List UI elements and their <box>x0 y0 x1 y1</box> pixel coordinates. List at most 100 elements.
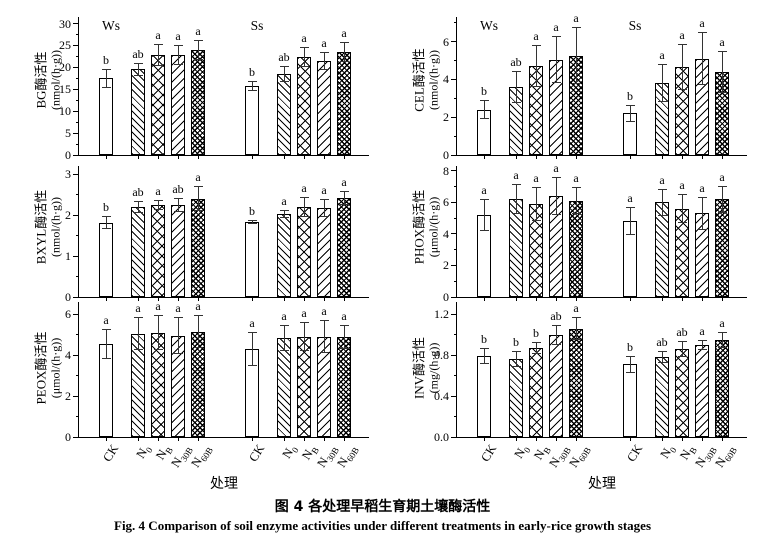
y-minor-tick <box>454 334 457 336</box>
y-minor-tick <box>76 375 79 377</box>
error-cap-bottom <box>531 353 541 355</box>
error-cap-bottom <box>551 343 561 345</box>
x-axis-title: 处理 <box>210 476 238 492</box>
y-major-tick <box>73 354 79 356</box>
error-cap-top <box>677 44 687 46</box>
error-cap-bottom <box>339 60 349 62</box>
error-cap-top <box>153 199 163 201</box>
chart-peox: PEOX酶活性 (μmol/(h·g)) 处理 0 2 4 6 a CK a N0 a NB a N30… <box>20 298 398 492</box>
bar-n0 <box>655 357 669 437</box>
error-cap-top <box>531 186 541 188</box>
x-tick <box>535 297 537 301</box>
error-bar <box>251 220 253 224</box>
error-cap-bottom <box>571 213 581 215</box>
significance-letter: b <box>513 335 519 350</box>
significance-letter: a <box>281 308 287 323</box>
error-bar <box>283 324 285 352</box>
significance-letter: a <box>195 170 201 185</box>
error-cap-top <box>339 190 349 192</box>
significance-letter: a <box>553 19 559 34</box>
significance-letter: a <box>719 169 725 184</box>
bar-ck <box>245 222 259 297</box>
y-minor-tick <box>76 55 79 57</box>
bar-nb <box>675 349 689 437</box>
error-bar <box>251 331 253 367</box>
error-bar <box>629 356 631 373</box>
error-bar <box>629 207 631 236</box>
error-bar <box>575 187 577 215</box>
error-cap-bottom <box>193 347 203 349</box>
x-tick <box>105 437 107 441</box>
significance-letter: a <box>301 306 307 321</box>
significance-letter: a <box>627 191 633 206</box>
significance-letter: ab <box>172 181 184 196</box>
error-cap-bottom <box>657 362 667 364</box>
y-major-tick <box>451 154 457 156</box>
y-tick-label: 2 <box>65 208 71 223</box>
y-major-tick <box>451 395 457 397</box>
error-bar <box>483 199 485 231</box>
bar-n30b <box>171 204 185 297</box>
y-major-tick <box>451 233 457 235</box>
significance-letter: a <box>195 299 201 314</box>
error-cap-top <box>551 324 561 326</box>
y-tick-label: 25 <box>59 38 71 53</box>
error-cap-top <box>101 328 111 330</box>
error-cap-bottom <box>247 365 257 367</box>
error-cap-top <box>173 45 183 47</box>
significance-letter: b <box>249 64 255 79</box>
error-cap-bottom <box>101 358 111 360</box>
x-tick <box>575 437 577 441</box>
bar-nb <box>297 336 311 437</box>
x-tick <box>629 297 631 301</box>
error-cap-top <box>511 70 521 72</box>
x-tick <box>701 297 703 301</box>
x-tick <box>483 297 485 301</box>
y-major-tick <box>73 110 79 112</box>
error-cap-bottom <box>571 338 581 340</box>
x-tick <box>575 155 577 159</box>
error-bar <box>515 184 517 215</box>
y-major-tick <box>73 214 79 216</box>
error-bar <box>575 317 577 340</box>
y-major-tick <box>451 170 457 172</box>
x-tick-label: N0 <box>511 445 533 461</box>
error-cap-bottom <box>279 350 289 352</box>
error-bar <box>283 66 285 82</box>
error-bar <box>343 42 345 62</box>
x-tick <box>515 437 517 441</box>
error-cap-top <box>279 324 289 326</box>
significance-letter: a <box>175 301 181 316</box>
error-bar <box>197 39 199 60</box>
error-cap-top <box>247 331 257 333</box>
y-tick-label: 2 <box>65 389 71 404</box>
y-tick-label: 0 <box>65 148 71 162</box>
error-cap-bottom <box>153 65 163 67</box>
error-bar <box>661 351 663 364</box>
error-cap-top <box>625 104 635 106</box>
y-major-tick <box>451 436 457 438</box>
error-bar <box>701 196 703 230</box>
error-cap-top <box>551 177 561 179</box>
error-bar <box>535 341 537 355</box>
y-tick-label: 30 <box>59 16 71 31</box>
bar-n60b <box>191 198 205 297</box>
bar-nb <box>151 204 165 297</box>
error-cap-top <box>717 331 727 333</box>
x-tick <box>629 437 631 441</box>
y-major-tick <box>73 23 79 25</box>
y-minor-tick <box>454 186 457 188</box>
x-tick <box>177 297 179 301</box>
plot-area-peox: 处理 0 2 4 6 a CK a N0 a NB a N30B a N60B a CK a N0 a NB a N30B… <box>65 299 369 492</box>
x-tick <box>681 297 683 301</box>
error-cap-top <box>479 348 489 350</box>
error-cap-top <box>101 215 111 217</box>
error-bar <box>177 45 179 65</box>
error-cap-bottom <box>279 80 289 82</box>
significance-letter: a <box>719 315 725 330</box>
x-tick-label: CK <box>623 442 645 465</box>
error-bar <box>137 200 139 214</box>
error-cap-top <box>339 42 349 44</box>
significance-letter: ab <box>132 184 144 199</box>
